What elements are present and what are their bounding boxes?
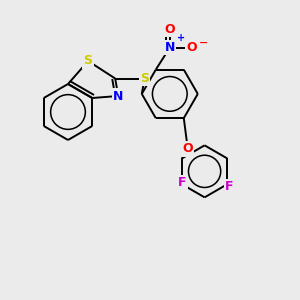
Text: S: S <box>84 55 93 68</box>
Text: −: − <box>199 38 208 48</box>
Text: +: + <box>177 33 185 43</box>
Text: O: O <box>187 41 197 54</box>
Text: O: O <box>182 142 193 155</box>
Text: N: N <box>165 41 175 54</box>
Text: F: F <box>225 180 233 193</box>
Text: N: N <box>113 89 123 103</box>
Text: O: O <box>164 23 175 36</box>
Text: F: F <box>178 176 186 189</box>
Text: S: S <box>140 72 149 85</box>
